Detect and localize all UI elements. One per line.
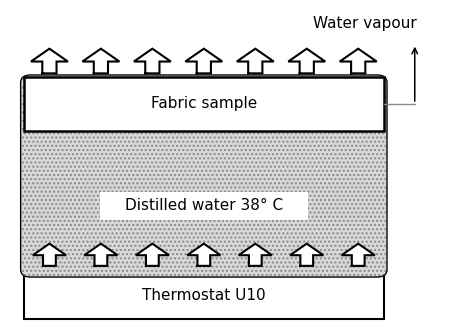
Bar [100, 191, 308, 219]
Polygon shape [82, 49, 119, 73]
Text: Water vapour: Water vapour [313, 15, 417, 31]
Polygon shape [185, 49, 222, 73]
Text: Fabric sample: Fabric sample [151, 96, 257, 112]
FancyBboxPatch shape [21, 76, 386, 276]
Polygon shape [84, 244, 118, 266]
Polygon shape [342, 244, 375, 266]
Polygon shape [238, 244, 272, 266]
Text: Distilled water 38° C: Distilled water 38° C [125, 198, 283, 213]
Polygon shape [288, 49, 325, 73]
Polygon shape [33, 244, 66, 266]
Polygon shape [237, 49, 274, 73]
Text: Thermostat U10: Thermostat U10 [142, 288, 265, 303]
Bar [24, 77, 384, 131]
Bar [24, 271, 384, 319]
FancyBboxPatch shape [21, 76, 386, 276]
Polygon shape [134, 49, 171, 73]
Polygon shape [136, 244, 169, 266]
Polygon shape [31, 49, 68, 73]
Polygon shape [187, 244, 220, 266]
Polygon shape [340, 49, 377, 73]
Polygon shape [290, 244, 323, 266]
